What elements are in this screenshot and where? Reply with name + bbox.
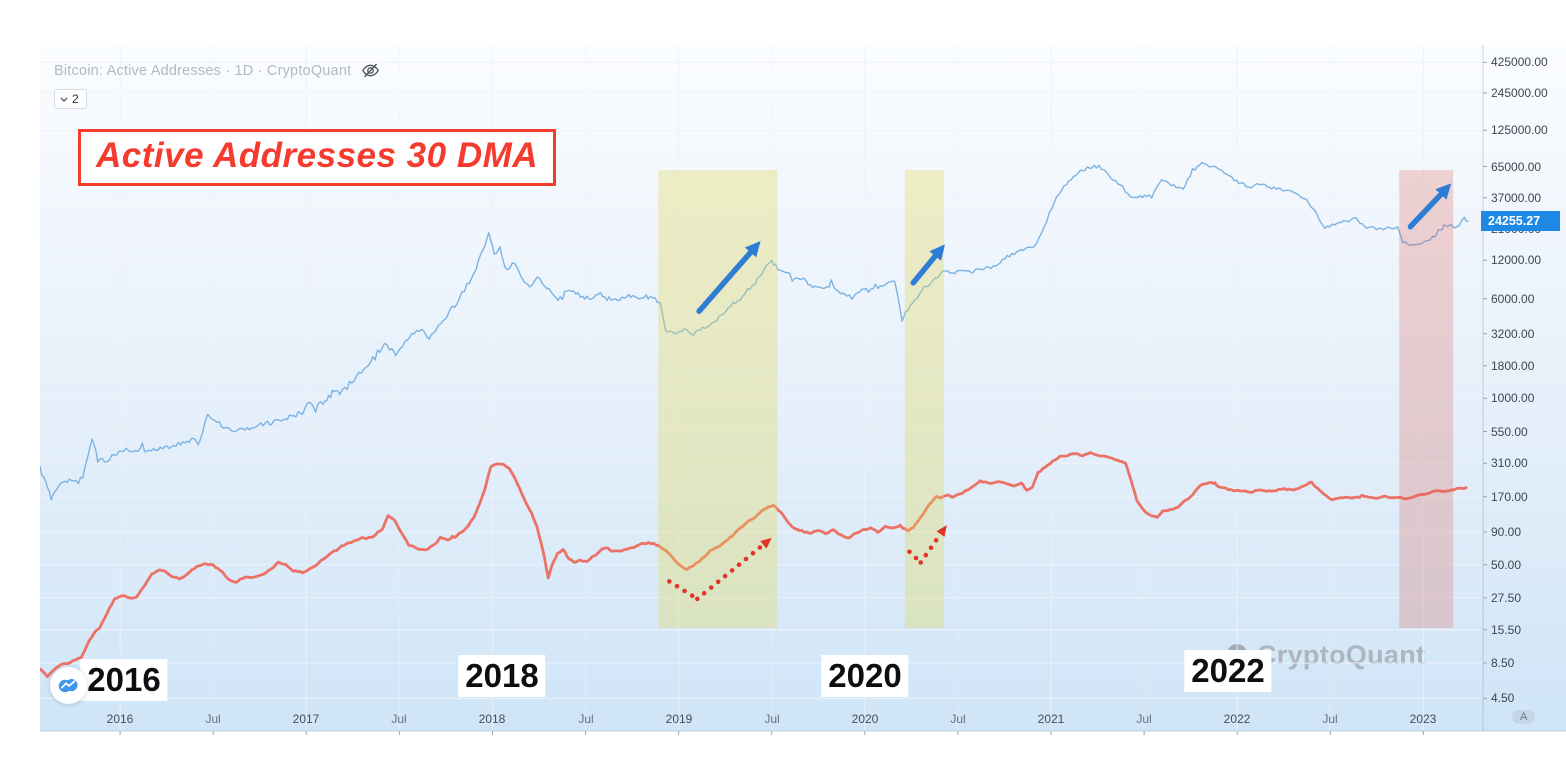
time-tick-label: 2023 xyxy=(1409,712,1437,726)
chevron-down-icon xyxy=(60,97,68,102)
indicator-count: 2 xyxy=(72,92,79,106)
price-tick-label: 6000.00 xyxy=(1491,292,1535,306)
price-tick-label: 3200.00 xyxy=(1491,327,1535,341)
grid-lines xyxy=(40,45,1483,731)
time-tick-label: Jul xyxy=(1136,712,1152,726)
price-tick-label: 8.50 xyxy=(1491,656,1515,670)
time-tick-label: 2016 xyxy=(106,712,134,726)
chart-style-button[interactable] xyxy=(50,667,87,704)
price-tick-label: 125000.00 xyxy=(1491,123,1548,137)
time-tick-label: Jul xyxy=(578,712,594,726)
annotation-title[interactable]: Active Addresses 30 DMA xyxy=(78,129,557,186)
price-tick-label: 1800.00 xyxy=(1491,359,1535,373)
highlight-band[interactable] xyxy=(904,170,944,628)
trend-arrow[interactable] xyxy=(1407,183,1452,230)
time-tick-label: Jul xyxy=(1322,712,1338,726)
price-tick-label: 65000.00 xyxy=(1491,160,1542,174)
trend-arrow[interactable] xyxy=(696,241,761,314)
last-price-badge: 24255.27 xyxy=(1481,211,1560,231)
price-tick-label: 170.00 xyxy=(1491,490,1528,504)
highlight-band[interactable] xyxy=(658,170,778,628)
watermark-text: CryptoQuant xyxy=(1257,640,1426,670)
trend-arrow[interactable] xyxy=(910,244,945,286)
time-tick-label: 2021 xyxy=(1037,712,1065,726)
watermark: CryptoQuant xyxy=(1216,640,1425,671)
price-tick-label: 27.50 xyxy=(1491,591,1522,605)
series-title: Bitcoin: Active Addresses · 1D · CryptoQ… xyxy=(54,62,352,79)
dotted-arrow[interactable] xyxy=(907,525,947,565)
time-tick-label: Jul xyxy=(205,712,221,726)
time-tick-label: Jul xyxy=(391,712,407,726)
year-overlay-2022[interactable]: 2022 xyxy=(1184,650,1272,693)
time-tick-label: 2019 xyxy=(665,712,693,726)
time-tick-label: 2018 xyxy=(478,712,506,726)
active-addresses-line[interactable] xyxy=(40,451,1468,678)
price-tick-label: 37000.00 xyxy=(1491,191,1542,205)
price-scale[interactable]: 425000.00 245000.00 125000.00 65000.00 37000… xyxy=(1483,45,1566,706)
time-tick-label: 2020 xyxy=(851,712,879,726)
auto-scale-button[interactable]: A xyxy=(1512,710,1536,724)
price-tick-label: 550.00 xyxy=(1491,425,1528,439)
price-tick-label: 15.50 xyxy=(1491,623,1522,637)
price-tick-label: 425000.00 xyxy=(1491,55,1548,69)
dotted-arrow[interactable] xyxy=(667,537,772,602)
time-tick-label: 2022 xyxy=(1223,712,1251,726)
highlight-band[interactable] xyxy=(1399,170,1454,628)
price-series-line[interactable] xyxy=(40,161,1469,501)
axis-tick-marks xyxy=(119,61,1487,735)
series-header: Bitcoin: Active Addresses · 1D · CryptoQ… xyxy=(54,62,380,79)
price-tick-label: 12000.00 xyxy=(1491,253,1542,267)
time-scale[interactable]: 2016 Jul 2017 Jul 2018 Jul 2019 Jul 2020 Jul 2021 J… xyxy=(40,706,1566,731)
year-overlay-2016[interactable]: 2016 xyxy=(80,659,168,702)
time-tick-label: 2017 xyxy=(292,712,320,726)
time-tick-label: Jul xyxy=(950,712,966,726)
price-tick-label: 1000.00 xyxy=(1491,391,1535,405)
price-tick-label: 50.00 xyxy=(1491,558,1522,572)
year-overlay-2018[interactable]: 2018 xyxy=(458,655,546,698)
price-tick-label: 245000.00 xyxy=(1491,86,1548,100)
eye-hidden-icon[interactable] xyxy=(361,62,380,79)
year-overlay-2020[interactable]: 2020 xyxy=(821,655,909,698)
price-tick-label: 90.00 xyxy=(1491,525,1522,539)
area-chart-icon xyxy=(58,679,78,693)
indicators-collapse-chip[interactable]: 2 xyxy=(54,89,87,109)
time-tick-label: Jul xyxy=(764,712,780,726)
price-tick-label: 310.00 xyxy=(1491,456,1528,470)
price-tick-label: 4.50 xyxy=(1491,691,1515,705)
